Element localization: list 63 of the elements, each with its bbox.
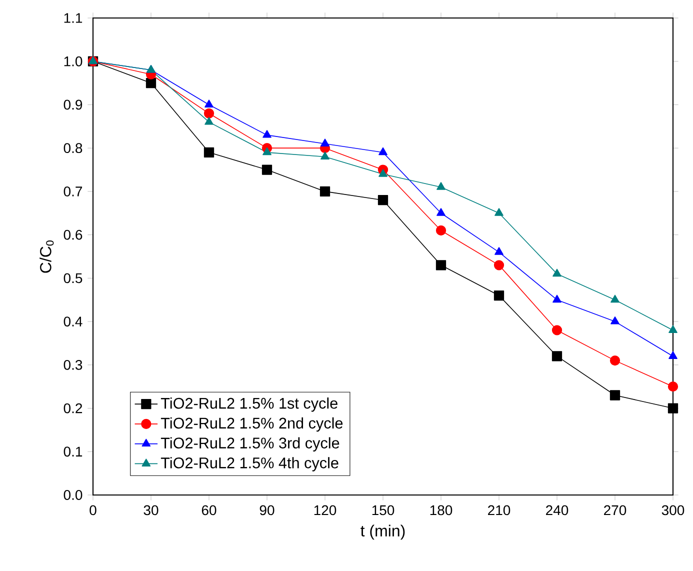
point [552,268,562,277]
point [320,186,330,197]
x-axis-title: t (min) [360,524,405,540]
x-tick-label: 120 [314,505,336,516]
point [494,247,504,255]
x-tick-label: 30 [144,505,158,516]
x-tick-label: 60 [202,505,216,516]
point [610,294,620,303]
point [436,182,446,190]
point [552,325,562,336]
y-tick-label: 0.1 [64,446,82,457]
legend-label: TiO2-RuL2 1.5% 1st cycle [160,397,338,412]
point [494,290,504,301]
point [436,260,446,270]
point [668,325,678,333]
point [610,316,620,324]
legend-label: TiO2-RuL2 1.5% 4th cycle [160,457,338,472]
y-tick-label: 0.0 [64,490,82,500]
point [436,225,446,236]
point [552,351,562,362]
point [494,260,504,270]
point [668,403,678,414]
y-tick-label: 0.8 [64,143,82,154]
legend-label: TiO2-RuL2 1.5% 3rd cycle [160,437,340,452]
point [494,208,504,216]
point [204,147,214,158]
y-tick-label: 0.2 [64,403,82,414]
point [378,169,388,177]
y-tick-label: 1.1 [64,13,82,23]
point [552,294,562,303]
x-tick-label: 210 [488,505,510,516]
y-tick-label: 1.0 [64,56,82,66]
point [610,355,620,366]
x-tick-label: 180 [430,505,452,516]
x-tick-label: 300 [662,505,684,516]
point [204,117,214,125]
y-tick-label: 0.9 [64,100,82,110]
y-tick-label: 0.7 [64,186,82,196]
point [262,130,272,138]
y-tick-label: 0.6 [64,230,82,240]
point [204,100,214,108]
x-tick-label: 150 [372,505,394,516]
point [436,208,446,216]
y-tick-label: 0.4 [64,316,82,326]
legend-label: TiO2-RuL2 1.5% 2nd cycle [160,417,343,432]
point [204,108,214,118]
point [262,147,272,156]
point [668,382,678,392]
point [610,390,620,400]
point [146,78,156,88]
x-tick-label: 240 [546,505,568,516]
x-tick-label: 0 [90,505,96,516]
point [320,138,330,146]
y-tick-label: 0.3 [64,360,82,370]
x-tick-label: 270 [604,505,626,516]
point [320,152,330,160]
y-axis-title: C/C$_{0}$ [40,240,54,273]
x-tick-label: 90 [260,505,274,516]
point [378,195,388,206]
point [262,164,272,175]
y-tick-label: 0.5 [64,273,82,284]
point [378,147,388,156]
point [668,351,678,359]
